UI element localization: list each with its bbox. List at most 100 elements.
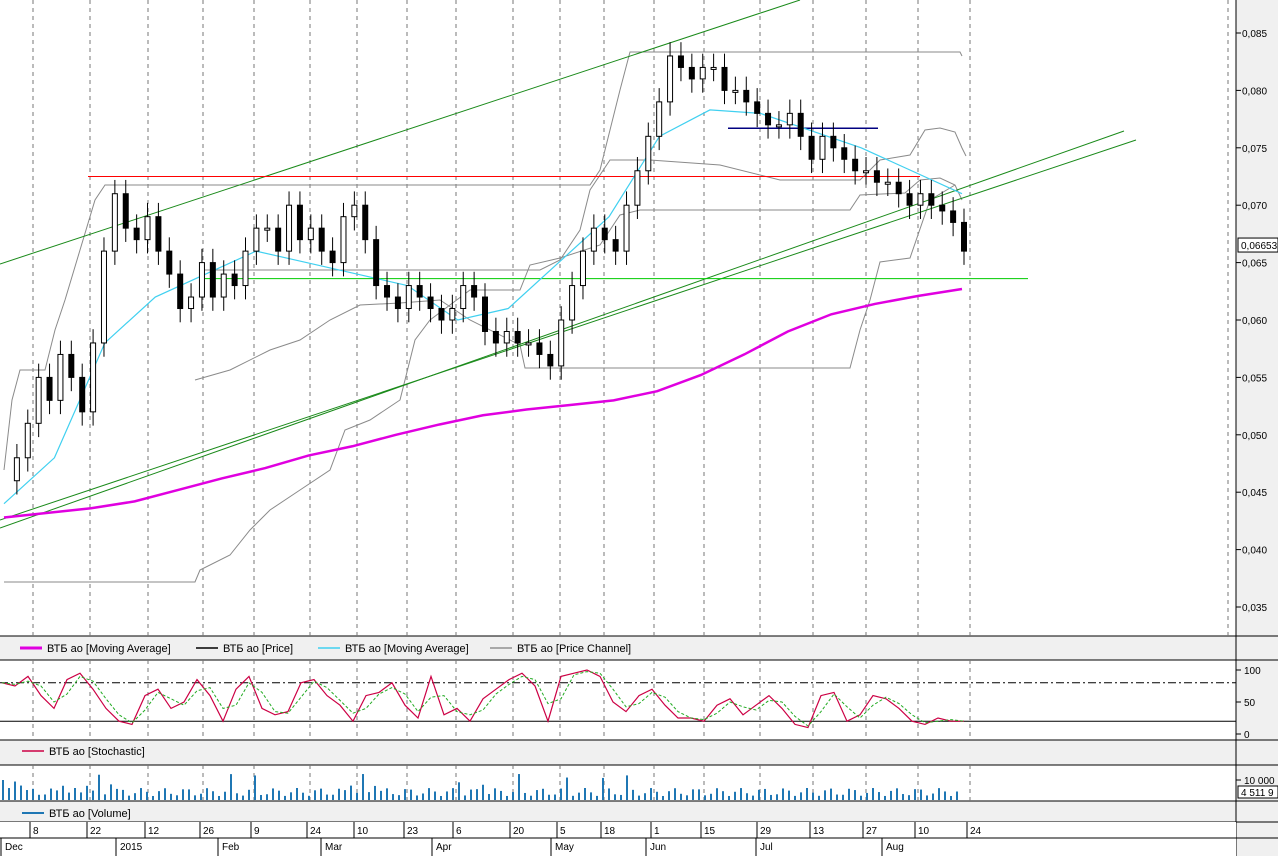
volume-bar: [2, 780, 4, 800]
volume-bar: [506, 795, 508, 800]
volume-bar: [494, 788, 496, 800]
last-price-box: [1237, 237, 1278, 253]
volume-bar: [758, 789, 760, 800]
volume-bar: [386, 788, 388, 800]
volume-bar: [782, 788, 784, 800]
volume-bar: [752, 795, 754, 800]
candle: [460, 285, 467, 310]
volume-bar: [152, 795, 154, 800]
candle: [307, 227, 314, 241]
volume-bar: [320, 788, 322, 800]
volume-bar: [332, 794, 334, 800]
x-day-label: 29: [760, 826, 772, 837]
volume-bar: [848, 788, 850, 800]
x-month-label: Dec: [5, 842, 23, 853]
volume-bar: [428, 788, 430, 800]
volume-bar: [746, 793, 748, 800]
volume-bar: [104, 794, 106, 800]
x-axis-panel: [0, 822, 1236, 856]
volume-bar: [644, 793, 646, 800]
price-channel-line: [3, 51, 963, 471]
candle: [873, 170, 880, 183]
volume-bar: [662, 795, 664, 800]
candle: [558, 319, 565, 367]
candle: [318, 227, 325, 252]
candle: [13, 457, 20, 482]
legend-label: ВТБ ао [Moving Average]: [345, 643, 469, 655]
volume-bar: [950, 795, 952, 800]
volume-bar: [92, 790, 94, 800]
volume-bar: [374, 785, 376, 800]
volume-bar: [230, 774, 232, 800]
volume-bar: [236, 793, 238, 800]
price-tick-label: 0,050: [1242, 431, 1267, 442]
trend-line: [0, 139, 1137, 521]
candle: [220, 273, 227, 298]
volume-bar: [902, 794, 904, 800]
volume-bar: [614, 794, 616, 800]
volume-bar: [560, 788, 562, 800]
x-day-label: 12: [148, 826, 160, 837]
volume-bar: [566, 777, 568, 800]
candle: [775, 124, 782, 128]
volume-bar: [620, 794, 622, 800]
volume-bar: [764, 788, 766, 800]
x-day-label: 6: [456, 826, 462, 837]
candle: [863, 170, 870, 174]
price-panel: [0, 0, 1236, 636]
candle: [852, 158, 859, 172]
price-tick-label: 0,040: [1242, 546, 1267, 557]
price-tick-label: 0,035: [1242, 603, 1267, 614]
candle: [68, 353, 75, 378]
volume-bar: [176, 795, 178, 800]
price-tick-label: 0,045: [1242, 488, 1267, 499]
volume-bar: [416, 795, 418, 800]
volume-bar: [164, 788, 166, 800]
volume-bar: [212, 791, 214, 800]
volume-bar: [8, 788, 10, 800]
candle: [471, 285, 478, 298]
candle: [329, 250, 336, 264]
volume-bar: [182, 789, 184, 800]
volume-bar: [524, 792, 526, 800]
volume-bar: [896, 788, 898, 800]
volume-bar: [170, 793, 172, 800]
candle: [656, 101, 663, 137]
volume-bar: [122, 789, 124, 800]
candle: [743, 89, 750, 103]
volume-bar: [68, 792, 70, 800]
candle: [416, 285, 423, 298]
volume-bar: [842, 794, 844, 800]
volume-bar: [362, 774, 364, 800]
candle: [797, 112, 804, 137]
volume-legend-label: ВТБ ао [Volume]: [49, 808, 131, 820]
volume-bar: [866, 792, 868, 800]
candle: [590, 227, 597, 252]
stochastic-tick-label: 0: [1244, 730, 1250, 741]
volume-bar: [266, 794, 268, 800]
candle: [100, 250, 107, 344]
price-tick-label: 0,060: [1242, 316, 1267, 327]
volume-bar: [74, 788, 76, 800]
volume-bar: [98, 774, 100, 800]
x-day-label: 22: [90, 826, 102, 837]
last-volume-label: 4 511 9: [1241, 788, 1274, 799]
volume-bar: [518, 774, 520, 800]
price-channel-line: [205, 127, 967, 271]
price-tick-label: 0,080: [1242, 86, 1267, 97]
legend-label: ВТБ ао [Price]: [223, 643, 293, 655]
x-day-label: 10: [357, 826, 369, 837]
candle: [754, 101, 761, 114]
volume-bar: [878, 792, 880, 800]
candle: [122, 193, 129, 229]
volume-bar: [200, 793, 202, 800]
candle: [710, 66, 717, 70]
volume-bar: [680, 793, 682, 800]
x-day-label: 8: [33, 826, 39, 837]
volume-bar: [608, 788, 610, 800]
trend-line: [0, 0, 801, 265]
volume-bar: [248, 789, 250, 800]
volume-bar: [338, 788, 340, 800]
candle: [133, 227, 140, 241]
